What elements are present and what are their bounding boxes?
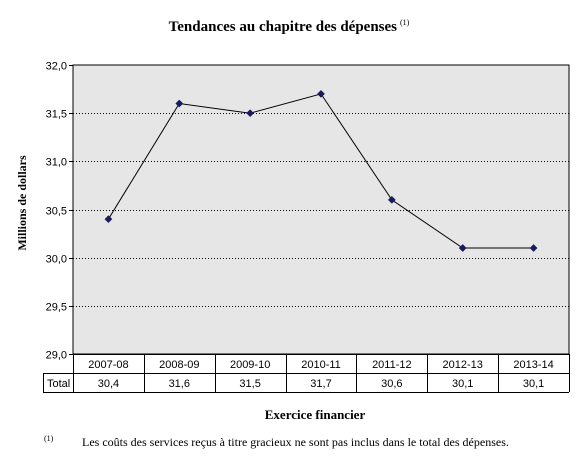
y-tick-label: 31,0	[46, 157, 67, 169]
data-value-label: 30,1	[452, 378, 473, 390]
data-point	[246, 109, 255, 118]
footnote: (1) Les coûts des services reçus à titre …	[44, 434, 509, 450]
x-category-label: 2007-08	[88, 359, 128, 371]
chart-title-text: Tendances au chapitre des dépenses	[168, 19, 398, 35]
x-category-label: 2012-13	[443, 359, 483, 371]
data-point	[529, 244, 538, 252]
y-axis-label: Millions de dollars	[15, 155, 29, 251]
x-category-label: 2013-14	[513, 359, 553, 371]
x-category-label: 2008-09	[159, 359, 199, 371]
data-table: 2007-08 2008-09 2009-10 2010-11 2011-12 2012-…	[43, 354, 570, 393]
y-tick-label: 29,5	[46, 302, 67, 314]
y-axis: 29,0 29,5 30,0 30,5 31,0 31,5 32,0	[46, 61, 73, 362]
x-category-label: 2011-12	[372, 359, 412, 371]
data-value-label: 30,4	[98, 378, 119, 390]
data-point	[387, 195, 396, 204]
plot-background	[72, 64, 570, 355]
y-tick-label: 29,0	[46, 350, 67, 362]
legend-series-name: Total	[47, 378, 70, 390]
title-footnote-mark: (1)	[400, 18, 410, 27]
x-category-label: 2010-11	[301, 359, 341, 371]
data-value-label: 31,5	[239, 378, 260, 390]
x-category-label: 2009-10	[230, 359, 270, 371]
data-point	[317, 89, 325, 98]
data-value-label: 31,7	[310, 378, 331, 390]
data-point	[458, 244, 467, 252]
series-total	[104, 89, 538, 252]
data-point	[175, 99, 184, 108]
plot-area	[72, 64, 570, 355]
y-tick-label: 30,5	[46, 206, 67, 218]
x-axis-label: Exercice financier	[264, 407, 366, 422]
footnote-mark: (1)	[44, 434, 54, 443]
y-tick-label: 30,0	[46, 254, 67, 266]
data-point	[104, 215, 113, 224]
chart-title: Tendances au chapitre des dépenses (1)	[0, 18, 578, 36]
data-value-label: 31,6	[169, 378, 190, 390]
y-tick-label: 31,5	[46, 109, 67, 121]
data-value-label: 30,1	[523, 378, 544, 390]
y-tick-label: 32,0	[46, 61, 67, 73]
footnote-text: Les coûts des services reçus à titre gra…	[82, 435, 509, 449]
data-value-label: 30,6	[381, 378, 402, 390]
